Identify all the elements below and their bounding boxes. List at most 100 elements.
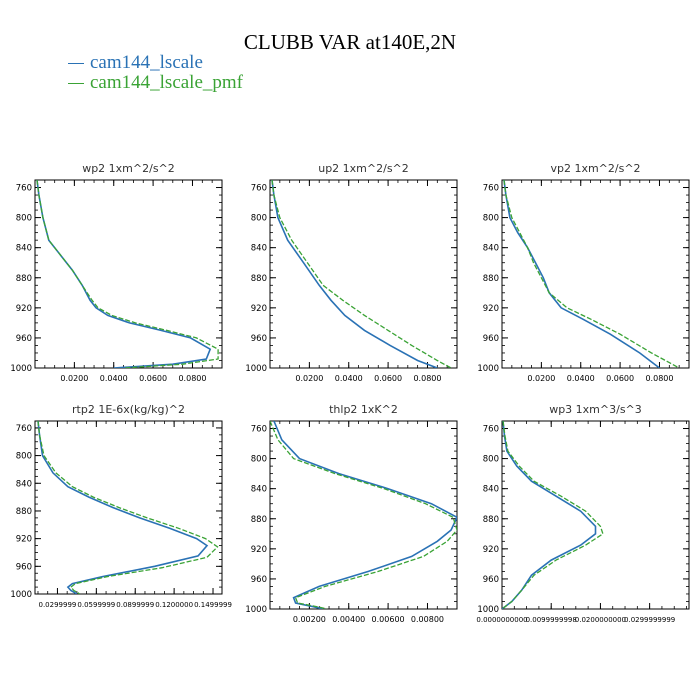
y-tick-label: 920 (483, 304, 499, 314)
y-tick-label: 1000 (245, 605, 267, 615)
y-tick-label: 840 (483, 485, 499, 495)
y-tick-label: 760 (16, 184, 32, 194)
x-tick-label: 0.00600 (372, 615, 405, 624)
panel-title: rtp2 1E-6x(kg/kg)^2 (72, 403, 185, 416)
chart-panel-1: 760 800 840 880 920 960 1000 0.0200 0.0400 0.0600… (10, 162, 223, 383)
x-tick-label: 0.0400 (100, 374, 128, 383)
chart-panel-4: 760 800 840 880 920 960 1000 0.0299999 0.0599999… (10, 403, 232, 609)
series-line-cam144-lscale (36, 180, 212, 368)
series-line-cam144-lscale-pmf (502, 421, 604, 609)
y-tick-label: 960 (251, 334, 267, 344)
panel-title: vp2 1xm^2/s^2 (550, 162, 640, 175)
y-tick-label: 840 (483, 244, 499, 254)
legend-label: cam144_lscale (90, 52, 203, 73)
figure-title: CLUBB VAR at140E,2N (243, 30, 457, 54)
y-tick-label: 800 (251, 214, 267, 224)
x-tick-label: 0.0800 (413, 374, 441, 383)
y-tick-label: 960 (16, 334, 32, 344)
panel-title: thlp2 1xK^2 (329, 403, 398, 416)
x-tick-label: 0.00400 (332, 615, 365, 624)
x-tick-label: 0.0200 (295, 374, 323, 383)
x-tick-label: 0.0400 (567, 374, 595, 383)
y-tick-label: 800 (483, 455, 499, 465)
x-tick-label: 0.0200 (60, 374, 88, 383)
series-line-cam144-lscale (273, 421, 457, 609)
y-tick-label: 840 (16, 244, 32, 254)
series-line-cam144-lscale-pmf (271, 180, 452, 368)
y-tick-label: 840 (251, 244, 267, 254)
x-tick-label: 0.0899999 (116, 601, 154, 609)
y-tick-label: 880 (16, 507, 32, 517)
plot-frame (34, 420, 223, 595)
y-tick-label: 800 (16, 214, 32, 224)
y-tick-label: 760 (483, 184, 499, 194)
y-tick-label: 880 (251, 515, 267, 525)
legend-line-icon (68, 83, 84, 85)
series-line-cam144-lscale (271, 180, 438, 368)
x-tick-label: 0.0099999998 (526, 616, 577, 624)
series-line-cam144-lscale-pmf (36, 180, 219, 368)
panel-title: wp2 1xm^2/s^2 (82, 162, 175, 175)
series-line-cam144-lscale (502, 421, 597, 609)
y-tick-label: 960 (483, 575, 499, 585)
y-tick-label: 760 (251, 184, 267, 194)
y-tick-label: 800 (483, 214, 499, 224)
y-tick-label: 960 (483, 334, 499, 344)
y-tick-label: 960 (16, 562, 32, 572)
y-tick-label: 1000 (245, 364, 267, 374)
x-tick-label: 0.0400 (335, 374, 363, 383)
x-tick-label: 0.0299999 (39, 601, 77, 609)
chart-panel-6: 760 800 840 880 920 960 10000.00000000000.0099… (476, 403, 690, 624)
x-tick-label: 0.0299999999 (624, 616, 675, 624)
series-line-cam144-lscale (37, 421, 209, 594)
y-tick-label: 880 (16, 274, 32, 284)
y-tick-label: 840 (251, 485, 267, 495)
chart-panel-3: 760 800 840 880 920 960 1000 0.0200 0.0400 0.0600… (477, 162, 690, 383)
x-tick-label: 0.0600 (606, 374, 634, 383)
x-tick-label: 0.00200 (293, 615, 326, 624)
y-tick-label: 880 (483, 515, 499, 525)
x-tick-label: 0.0000000000 (476, 616, 527, 624)
x-tick-label: 0.0600 (374, 374, 402, 383)
series-line-cam144-lscale-pmf (503, 180, 680, 368)
plot-frame (501, 179, 690, 369)
x-tick-label: 0.0599999 (77, 601, 115, 609)
panel-title: up2 1xm^2/s^2 (318, 162, 409, 175)
y-tick-label: 880 (483, 274, 499, 284)
x-tick-label: 0.00800 (411, 615, 444, 624)
y-tick-label: 880 (251, 274, 267, 284)
x-tick-label: 0.0200000000 (575, 616, 626, 624)
y-tick-label: 920 (16, 535, 32, 545)
plot-frame (269, 179, 458, 369)
panel-title: wp3 1xm^3/s^3 (549, 403, 642, 416)
x-tick-label: 0.0800 (645, 374, 673, 383)
x-tick-label: 0.1200000 (155, 601, 193, 609)
x-tick-label: 0.0200 (527, 374, 555, 383)
x-tick-label: 0.0800 (178, 374, 206, 383)
y-tick-label: 840 (16, 479, 32, 489)
chart-panel-5: 760 800 840 880 920 960 1000 0.00200 0.00400 0.00… (245, 403, 458, 624)
y-tick-label: 800 (16, 452, 32, 462)
y-tick-label: 920 (483, 545, 499, 555)
y-tick-label: 760 (16, 424, 32, 434)
y-tick-label: 920 (251, 545, 267, 555)
legend-line-icon (68, 63, 84, 65)
y-tick-label: 920 (251, 304, 267, 314)
x-tick-label: 0.1499999 (194, 601, 232, 609)
chart-panel-2: 760 800 840 880 920 960 1000 0.0200 0.0400 0.0600… (245, 162, 458, 383)
series-line-cam144-lscale-pmf (270, 421, 457, 609)
legend-item-series-2: cam144_lscale_pmf (68, 72, 243, 94)
legend-label: cam144_lscale_pmf (90, 72, 244, 93)
legend-item-series-1: cam144_lscale (68, 52, 203, 74)
plot-frame (269, 420, 458, 610)
y-tick-label: 800 (251, 455, 267, 465)
y-tick-label: 920 (16, 304, 32, 314)
x-tick-label: 0.0600 (139, 374, 167, 383)
series-line-cam144-lscale-pmf (37, 421, 219, 594)
y-tick-label: 1000 (477, 605, 499, 615)
y-tick-label: 760 (251, 425, 267, 435)
plot-frame (501, 420, 690, 610)
y-tick-label: 1000 (10, 590, 32, 600)
y-tick-label: 1000 (477, 364, 499, 374)
